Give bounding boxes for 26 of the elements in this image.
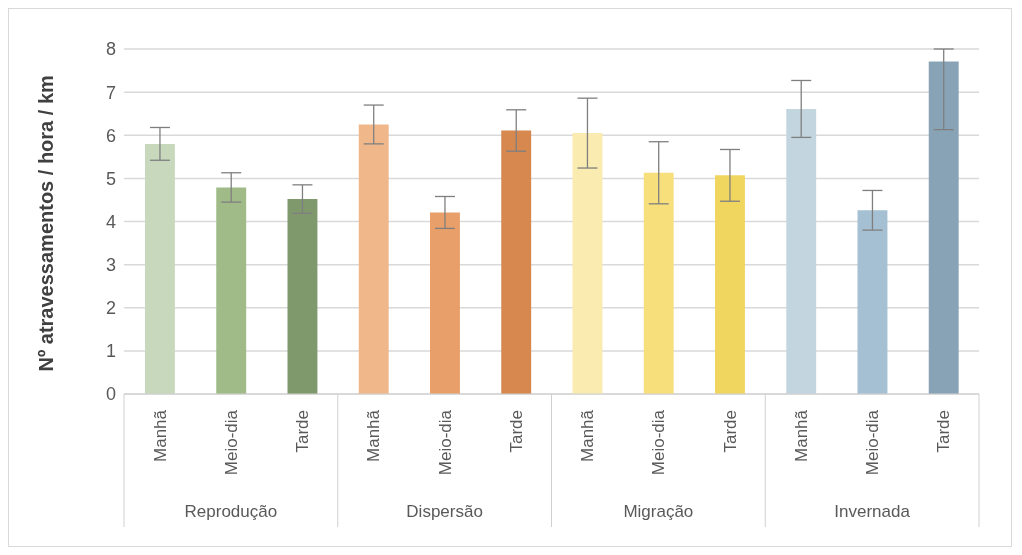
x-tick-label: Manhã	[364, 409, 384, 462]
x-tick-label: Manhã	[791, 409, 811, 462]
x-tick-label: Tarde	[720, 410, 740, 453]
y-tick-label: 5	[105, 168, 116, 189]
x-tick-label: Meio-dia	[435, 409, 455, 476]
x-tick-label: Tarde	[934, 410, 954, 453]
x-tick-label: Tarde	[506, 410, 526, 453]
y-tick-label: 0	[105, 384, 116, 405]
text: Migração	[623, 502, 694, 521]
x-tick-label: Manhã	[150, 409, 170, 462]
y-tick-label: 1	[105, 341, 116, 362]
y-tick-label: 3	[105, 255, 116, 276]
y-tick-label: 7	[105, 82, 116, 103]
y-tick-label: 6	[105, 125, 116, 146]
text: Reprodução	[184, 502, 278, 521]
x-tick-label: Meio-dia	[649, 409, 669, 476]
text: Invernada	[834, 502, 911, 521]
x-tick-label: Manhã	[578, 409, 598, 462]
y-tick-label: 2	[105, 298, 116, 319]
x-tick-label: Meio-dia	[221, 409, 241, 476]
y-tick-label: 8	[105, 39, 116, 60]
text: Dispersão	[406, 502, 483, 521]
x-tick-label: Meio-dia	[863, 409, 883, 476]
y-axis-title: Nº atravessamentos / hora / km	[35, 75, 58, 372]
x-tick-label: Tarde	[293, 410, 313, 453]
y-tick-label: 4	[105, 211, 116, 232]
